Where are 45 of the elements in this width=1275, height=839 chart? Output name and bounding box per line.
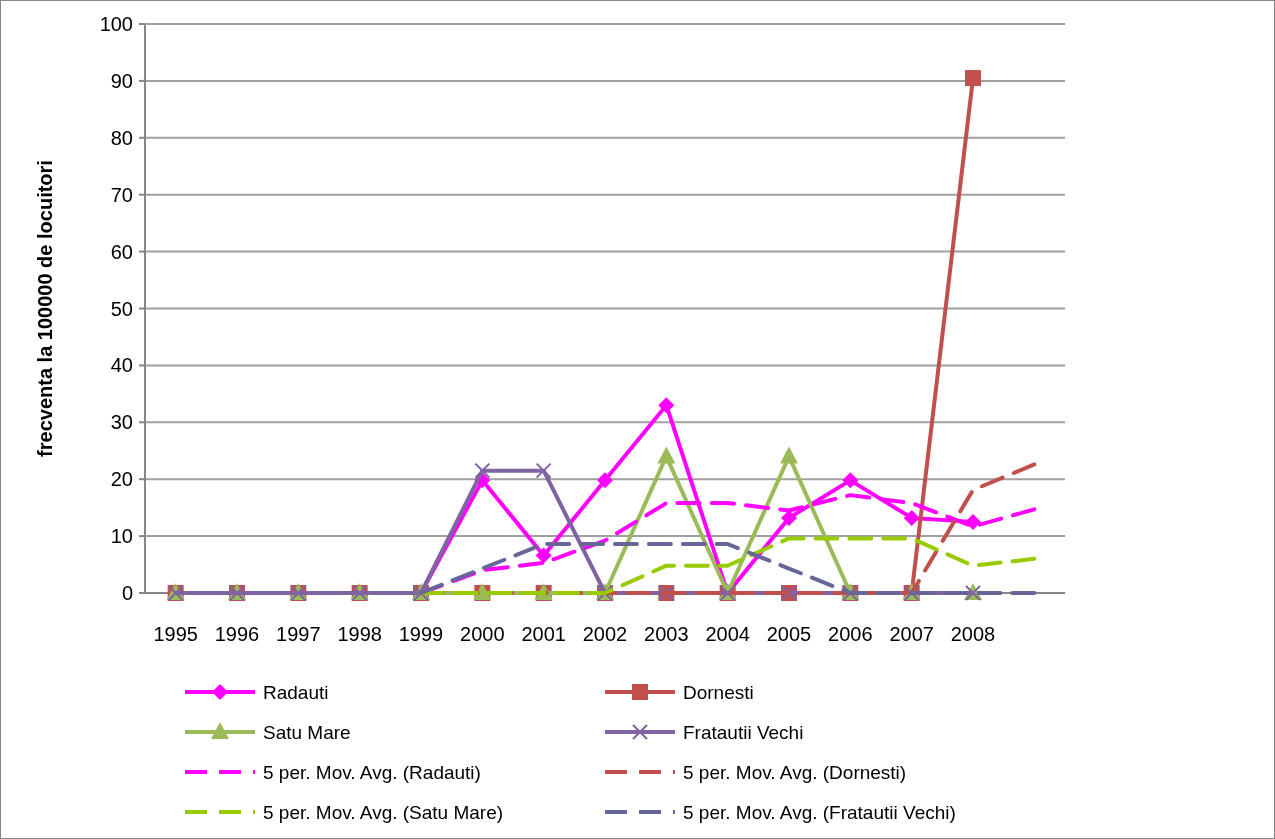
legend-label: 5 per. Mov. Avg. (Fratautii Vechi) (683, 801, 956, 823)
point (657, 446, 676, 464)
x-tick-label: 2003 (644, 623, 689, 645)
y-tick-label: 40 (110, 354, 133, 377)
x-tick-label: 2002 (582, 623, 628, 645)
x-tick-label: 1997 (276, 623, 321, 645)
legend-label: 5 per. Mov. Avg. (Radauti) (263, 761, 481, 783)
y-tick-label: 60 (110, 240, 133, 263)
point (965, 513, 981, 530)
y-tick-label: 10 (110, 525, 133, 548)
x-tick-label: 2006 (828, 623, 873, 645)
point (903, 509, 920, 526)
point (842, 472, 859, 489)
y-tick-label: 30 (110, 411, 133, 434)
point (535, 462, 552, 479)
point (965, 70, 981, 87)
point (535, 547, 552, 564)
x-tick-label: 1996 (214, 623, 260, 645)
x-tick-label: 2000 (460, 623, 505, 645)
y-tick-label: 80 (110, 126, 133, 149)
point (780, 446, 798, 464)
y-tick-label: 100 (99, 13, 133, 35)
x-tick-label: 2008 (950, 623, 996, 645)
x-tick-label: 2004 (705, 623, 750, 645)
legend-label: 5 per. Mov. Avg. (Dornesti) (683, 761, 907, 783)
x-tick-label: 1995 (153, 623, 198, 645)
y-tick-label: 50 (110, 297, 133, 320)
x-tick-label: 2005 (766, 623, 812, 645)
y-tick-label: 90 (110, 69, 133, 92)
y-axis-title: frecventa la 100000 de locuitori (34, 160, 56, 457)
legend-label: Dornesti (683, 681, 754, 703)
y-tick-label: 0 (121, 582, 133, 604)
x-tick-label: 2007 (889, 623, 934, 645)
y-tick-label: 20 (110, 468, 133, 491)
legend-label: Satu Mare (263, 721, 351, 743)
x-tick-label: 1999 (398, 623, 444, 645)
x-tick-label: 1998 (337, 623, 382, 645)
point (474, 462, 491, 479)
x-tick-label: 2001 (521, 623, 566, 645)
point (597, 472, 613, 489)
legend-label: Fratautii Vechi (683, 721, 804, 743)
legend-label: Radauti (263, 681, 329, 703)
point (658, 397, 675, 414)
y-tick-label: 70 (110, 183, 133, 206)
legend-label: 5 per. Mov. Avg. (Satu Mare) (263, 801, 504, 823)
